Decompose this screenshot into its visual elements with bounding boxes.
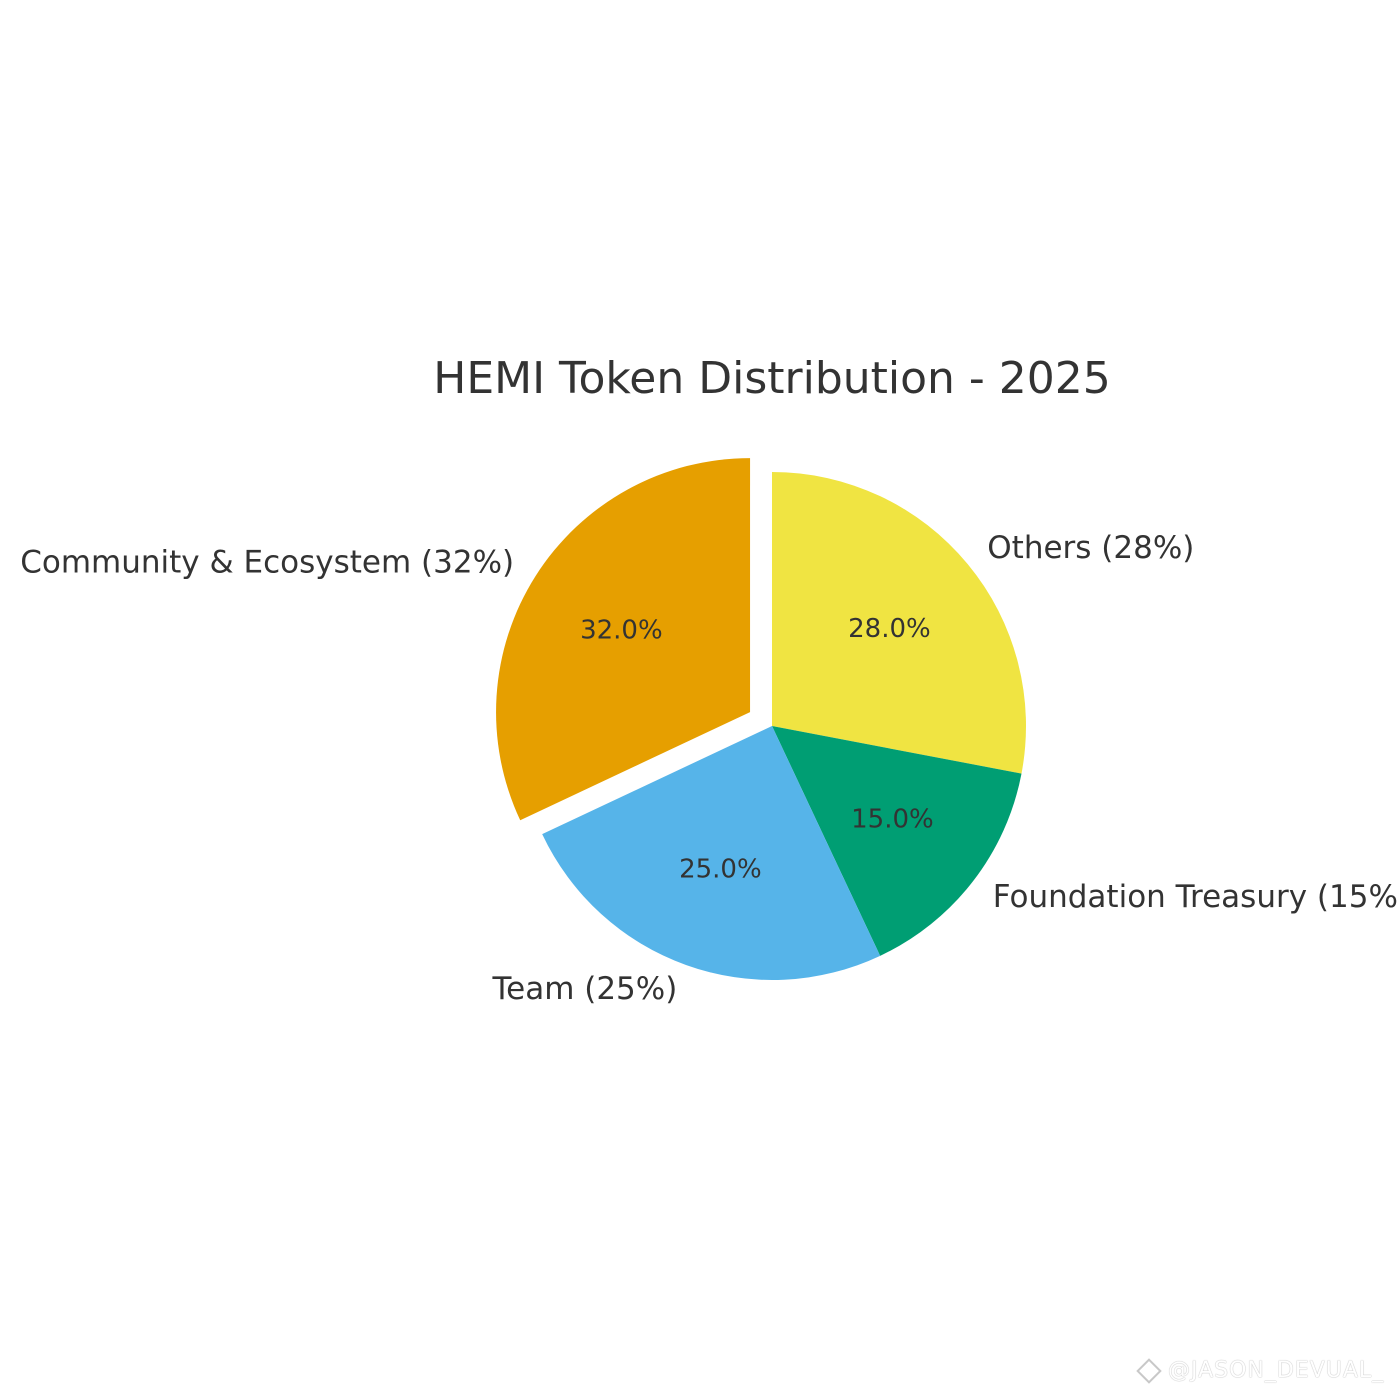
pie-labels: 28.0% Others (28%) 15.0% Foundation Treasur… — [20, 530, 1400, 1007]
slice-percent-label: 28.0% — [848, 614, 931, 644]
slice-category-label: Others (28%) — [987, 530, 1194, 566]
pie-slice — [542, 726, 881, 980]
slice-category-label: Team (25%) — [491, 971, 677, 1007]
binance-logo-icon — [1136, 1358, 1162, 1384]
chart-title: HEMI Token Distribution - 2025 — [433, 353, 1111, 404]
pie-slices — [496, 458, 1026, 980]
slice-percent-label: 25.0% — [679, 854, 762, 884]
pie-slice — [772, 726, 1022, 956]
slice-percent-label: 32.0% — [580, 615, 663, 645]
slice-category-label: Community & Ecosystem (32%) — [20, 544, 514, 580]
slice-category-label: Foundation Treasury (15%) — [993, 879, 1400, 915]
pie-slice — [772, 472, 1026, 774]
slice-percent-label: 15.0% — [851, 804, 934, 834]
watermark: @JASON_DEVUAL_ — [1136, 1358, 1385, 1384]
pie-slice — [496, 458, 751, 821]
watermark-text: @JASON_DEVUAL_ — [1168, 1358, 1385, 1383]
